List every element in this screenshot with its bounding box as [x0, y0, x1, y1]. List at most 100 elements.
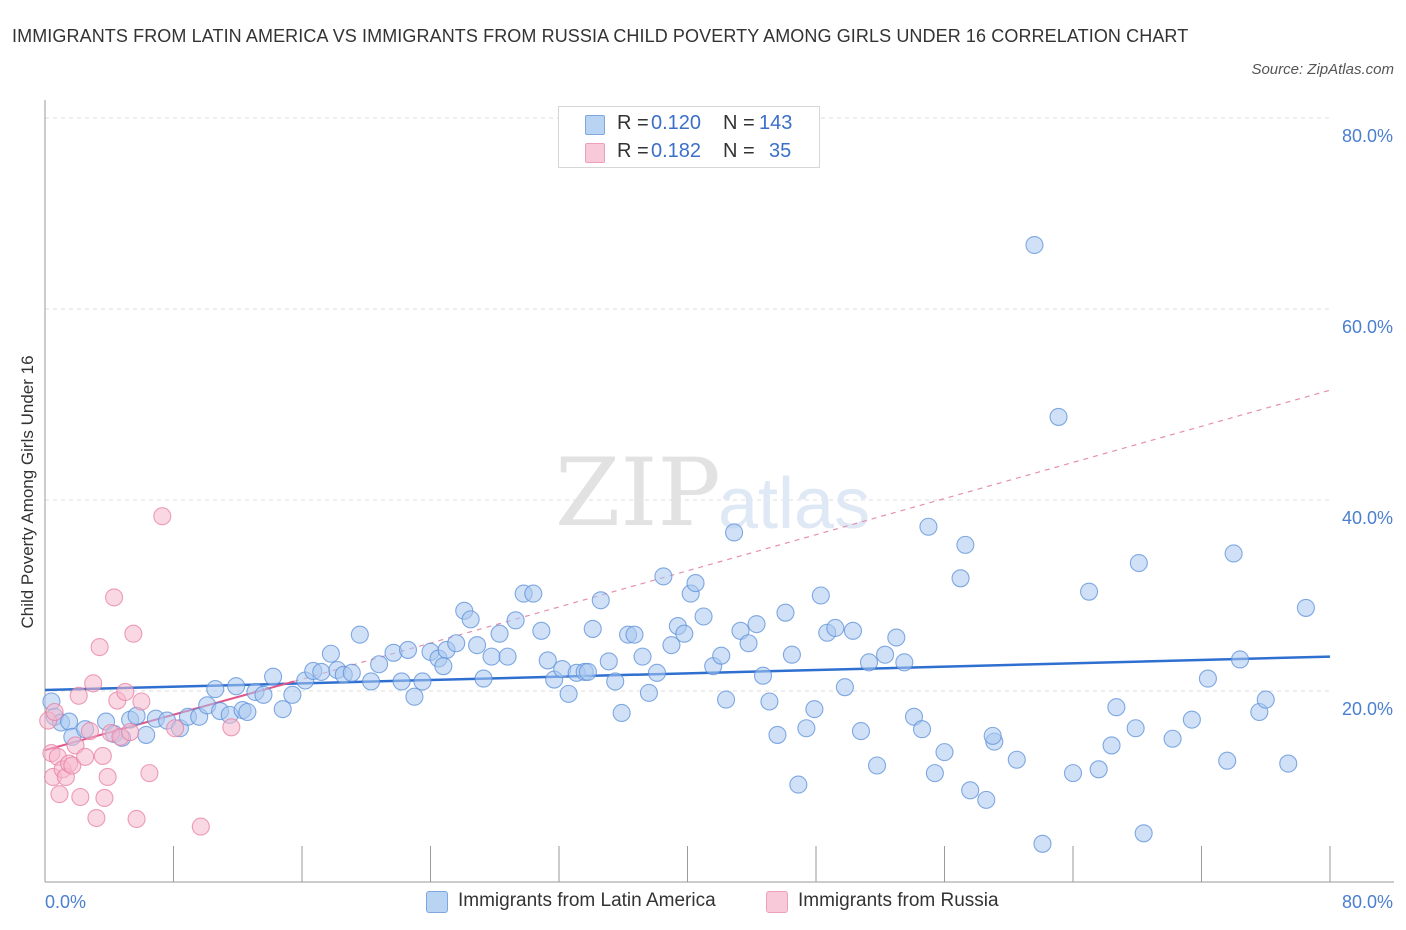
- data-point-latin-america: [559, 684, 578, 703]
- data-point-latin-america: [490, 624, 509, 643]
- data-point-latin-america: [227, 677, 246, 696]
- data-point-latin-america: [739, 634, 758, 653]
- data-point-latin-america: [591, 591, 610, 610]
- watermark-zip: ZIP: [555, 439, 721, 548]
- data-point-latin-america: [60, 712, 79, 731]
- data-point-russia: [124, 624, 143, 643]
- data-point-latin-america: [137, 725, 156, 744]
- data-points: [39, 235, 1315, 853]
- legend-swatch-latin-america: [585, 115, 605, 135]
- data-point-russia: [191, 817, 210, 836]
- legend-n-value: 35: [769, 140, 792, 162]
- x-tick-label: 0.0%: [45, 892, 86, 912]
- data-point-russia: [84, 674, 103, 693]
- data-point-russia: [127, 809, 146, 829]
- data-point-latin-america: [716, 690, 736, 709]
- data-point-latin-america: [238, 702, 257, 722]
- data-point-latin-america: [753, 666, 773, 685]
- bottom-legend-swatch-latin-america: [426, 891, 448, 913]
- data-point-latin-america: [1182, 710, 1201, 729]
- data-point-latin-america: [925, 764, 944, 783]
- data-point-latin-america: [760, 692, 779, 711]
- data-point-latin-america: [694, 607, 713, 626]
- data-point-russia: [222, 718, 241, 737]
- data-point-latin-america: [532, 621, 551, 640]
- data-point-latin-america: [782, 645, 801, 664]
- data-point-latin-america: [647, 663, 667, 682]
- data-point-russia: [50, 785, 69, 804]
- legend-r-value: 0.182: [651, 140, 702, 162]
- data-point-latin-america: [312, 662, 331, 681]
- data-point-latin-america: [1134, 824, 1153, 843]
- data-point-russia: [95, 788, 114, 808]
- data-point-latin-america: [1256, 690, 1275, 709]
- bottom-legend-label: Immigrants from Russia: [798, 890, 999, 911]
- data-point-latin-america: [606, 672, 625, 691]
- data-point-latin-america: [805, 700, 824, 719]
- legend-r-label: R =: [617, 112, 649, 134]
- data-point-latin-america: [1089, 760, 1108, 779]
- data-point-latin-america: [392, 672, 411, 691]
- data-point-latin-america: [662, 636, 681, 655]
- y-tick-label: 20.0%: [1342, 699, 1393, 719]
- data-point-latin-america: [639, 683, 659, 702]
- data-point-russia: [140, 764, 159, 783]
- data-point-latin-america: [1080, 582, 1099, 601]
- data-point-russia: [80, 722, 100, 741]
- data-point-latin-america: [956, 535, 975, 554]
- legend-n-label: N =: [723, 140, 755, 162]
- data-point-latin-america: [843, 621, 862, 640]
- data-point-latin-america: [912, 720, 932, 739]
- data-point-latin-america: [506, 611, 525, 630]
- data-point-latin-america: [1224, 544, 1243, 563]
- data-point-latin-america: [797, 719, 816, 738]
- data-point-russia: [98, 767, 117, 787]
- legend-swatch-russia: [585, 143, 605, 163]
- data-point-latin-america: [983, 726, 1002, 745]
- data-point-latin-america: [264, 667, 283, 686]
- data-point-latin-america: [538, 651, 557, 670]
- data-point-latin-america: [725, 523, 744, 542]
- data-point-latin-america: [583, 619, 602, 638]
- legend-r-label: R =: [617, 140, 649, 162]
- data-point-russia: [166, 719, 185, 738]
- data-point-latin-america: [1033, 834, 1052, 853]
- data-point-latin-america: [675, 624, 694, 643]
- data-point-latin-america: [1231, 650, 1250, 669]
- bottom-legend-swatch-russia: [766, 891, 788, 913]
- data-point-latin-america: [654, 567, 673, 586]
- data-point-latin-america: [405, 687, 424, 706]
- data-point-latin-america: [398, 640, 418, 659]
- data-point-latin-america: [919, 517, 938, 536]
- data-point-latin-america: [461, 610, 480, 629]
- data-point-latin-america: [633, 647, 652, 666]
- legend-n-label: N =: [723, 112, 755, 134]
- data-point-latin-america: [1279, 754, 1298, 773]
- data-point-latin-america: [447, 634, 466, 653]
- chart-title: IMMIGRANTS FROM LATIN AMERICA VS IMMIGRA…: [12, 26, 1189, 46]
- data-point-latin-america: [482, 647, 501, 666]
- data-point-latin-america: [867, 756, 887, 775]
- data-point-russia: [63, 756, 82, 775]
- data-point-russia: [69, 686, 88, 705]
- grid-lines: [45, 117, 1330, 692]
- bottom-legend-label: Immigrants from Latin America: [458, 890, 716, 911]
- correlation-legend: R = 0.120 N = 143 R = 0.182 N = 35: [558, 106, 820, 168]
- y-tick-label: 60.0%: [1342, 317, 1393, 337]
- data-point-latin-america: [935, 743, 954, 762]
- data-point-latin-america: [413, 672, 432, 691]
- data-point-latin-america: [283, 685, 302, 704]
- data-point-russia: [87, 808, 106, 828]
- data-point-latin-america: [1063, 764, 1083, 783]
- data-point-latin-america: [686, 574, 705, 593]
- data-point-latin-america: [612, 703, 631, 723]
- data-point-latin-america: [851, 722, 871, 741]
- data-point-latin-america: [474, 669, 493, 688]
- data-point-latin-america: [206, 680, 225, 699]
- data-point-russia: [116, 682, 135, 702]
- data-point-latin-america: [434, 657, 453, 676]
- data-point-latin-america: [1198, 669, 1217, 688]
- data-point-latin-america: [1129, 553, 1148, 573]
- data-point-latin-america: [876, 645, 895, 664]
